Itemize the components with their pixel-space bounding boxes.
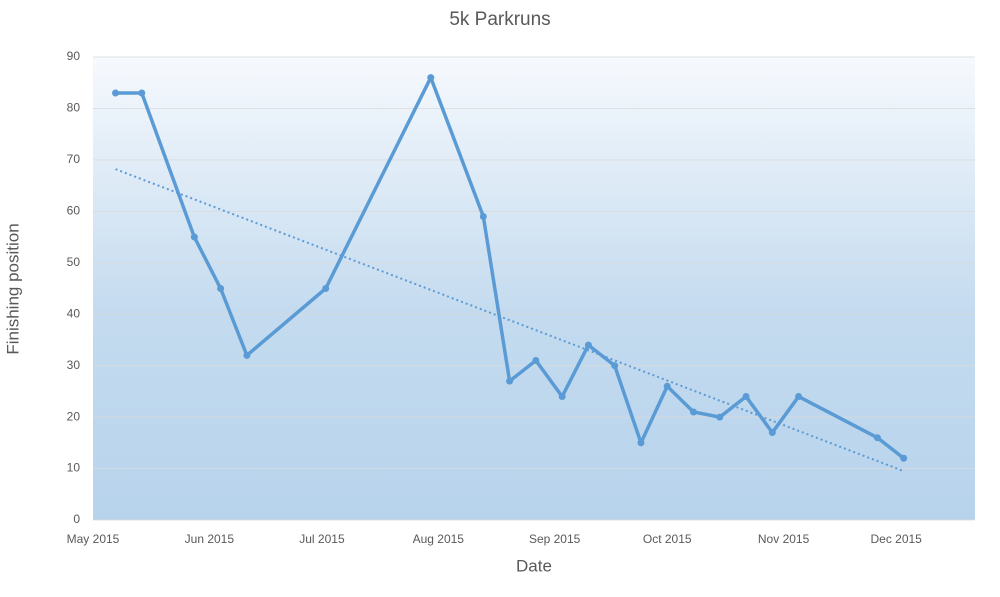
point bbox=[322, 285, 330, 292]
y-tick-label: 50 bbox=[67, 255, 81, 269]
y-tick-label: 30 bbox=[67, 358, 81, 372]
y-axis-title: Finishing position bbox=[3, 223, 22, 354]
chart-title: 5k Parkruns bbox=[449, 9, 550, 30]
point bbox=[637, 439, 645, 447]
point bbox=[584, 341, 592, 349]
point bbox=[742, 393, 750, 401]
point bbox=[690, 408, 698, 416]
y-tick-label: 0 bbox=[73, 512, 80, 526]
trendline bbox=[115, 168, 905, 473]
point bbox=[479, 212, 487, 220]
x-tick-label: May 2015 bbox=[67, 532, 120, 546]
x-tick-label: Jul 2015 bbox=[299, 532, 345, 546]
y-tick-label: 60 bbox=[67, 204, 81, 218]
x-tick-label: Dec 2015 bbox=[870, 532, 922, 546]
point bbox=[190, 233, 198, 241]
point bbox=[768, 429, 776, 437]
series-line bbox=[115, 75, 905, 460]
x-axis-title: Date bbox=[516, 556, 552, 575]
point bbox=[532, 357, 540, 365]
x-tick-label: Nov 2015 bbox=[758, 532, 810, 546]
point bbox=[427, 74, 435, 82]
x-tick-label: Oct 2015 bbox=[643, 532, 692, 546]
x-tick-label: Aug 2015 bbox=[413, 532, 465, 546]
plot-area bbox=[93, 57, 975, 520]
x-tick-label: Sep 2015 bbox=[529, 532, 581, 546]
y-tick-label: 20 bbox=[67, 409, 81, 423]
x-tick-label: Jun 2015 bbox=[185, 532, 235, 546]
point bbox=[873, 434, 881, 442]
point bbox=[558, 393, 566, 401]
point bbox=[112, 89, 120, 97]
point bbox=[611, 362, 619, 370]
y-tick-label: 70 bbox=[67, 152, 81, 166]
point bbox=[900, 454, 908, 462]
point bbox=[506, 377, 514, 385]
point bbox=[716, 413, 724, 421]
point bbox=[795, 393, 803, 401]
point bbox=[243, 351, 251, 359]
y-tick-label: 10 bbox=[67, 461, 81, 475]
point bbox=[217, 285, 225, 292]
y-tick-label: 40 bbox=[67, 306, 81, 320]
point bbox=[663, 382, 671, 390]
point bbox=[138, 89, 146, 97]
y-tick-label: 90 bbox=[67, 49, 81, 63]
y-tick-label: 80 bbox=[67, 101, 81, 115]
